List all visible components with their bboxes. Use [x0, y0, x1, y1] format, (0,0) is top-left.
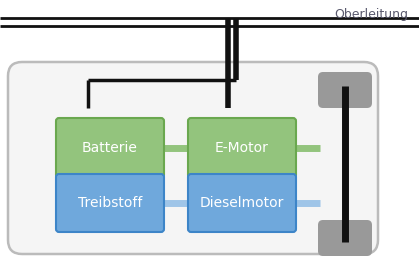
- FancyBboxPatch shape: [188, 118, 296, 178]
- FancyBboxPatch shape: [56, 118, 164, 178]
- Text: E-Motor: E-Motor: [215, 141, 269, 155]
- FancyBboxPatch shape: [56, 174, 164, 232]
- FancyBboxPatch shape: [8, 62, 378, 254]
- Text: Dieselmotor: Dieselmotor: [200, 196, 284, 210]
- FancyBboxPatch shape: [318, 72, 372, 108]
- Text: Batterie: Batterie: [82, 141, 138, 155]
- FancyBboxPatch shape: [318, 220, 372, 256]
- Text: Oberleitung: Oberleitung: [334, 8, 408, 21]
- FancyBboxPatch shape: [188, 174, 296, 232]
- Text: Treibstoff: Treibstoff: [78, 196, 142, 210]
